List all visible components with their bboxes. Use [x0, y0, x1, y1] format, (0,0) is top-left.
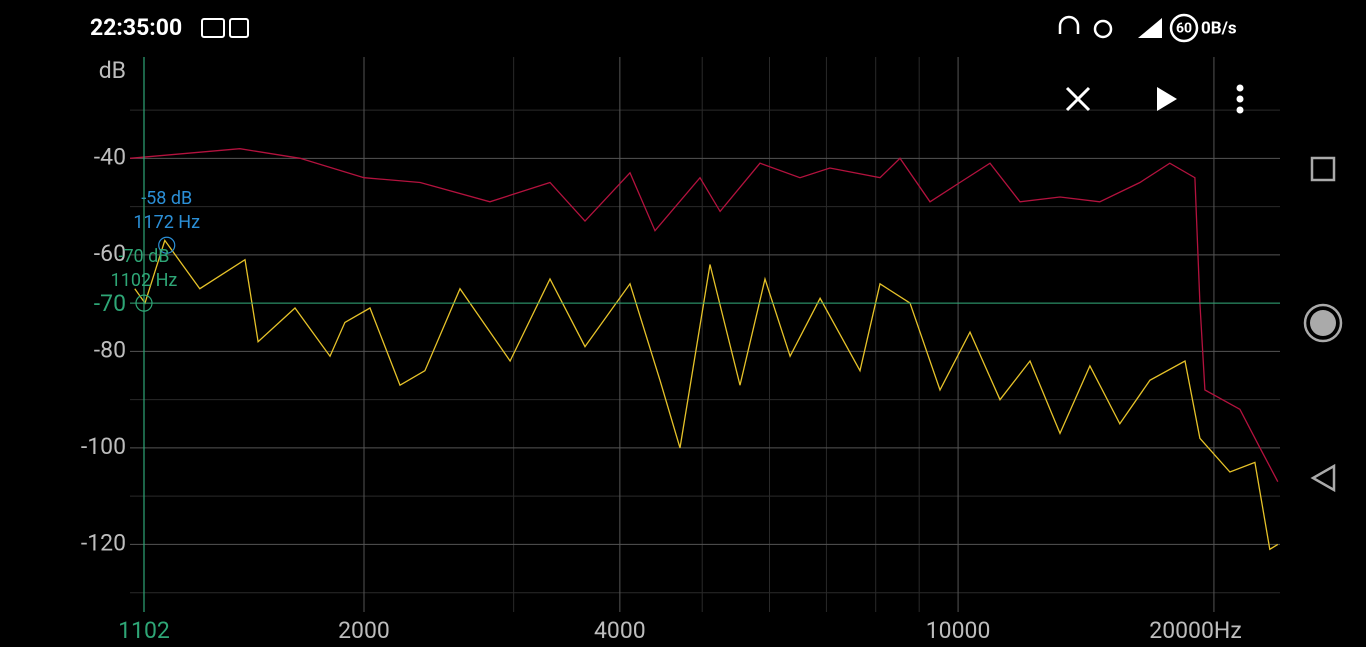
more-button[interactable]	[1236, 84, 1244, 114]
back-button[interactable]	[1310, 463, 1336, 493]
cursor-marker	[158, 236, 176, 254]
battery-level: 60	[1176, 21, 1192, 37]
status-icons	[1058, 13, 1199, 43]
y-tick-label: -100	[81, 433, 126, 460]
cursor-db-label: -58 dB	[141, 188, 192, 209]
cursor-axis-hz: 1102	[118, 617, 170, 644]
cursor-axis-db: -70	[94, 290, 126, 317]
x-tick-label: 20000	[1149, 617, 1214, 644]
cursor-db-label: -70 dB	[118, 246, 169, 267]
y-unit: dB	[99, 57, 126, 84]
clock: 22:35:00	[90, 14, 182, 41]
spectrum-plot: -40 -60 -80 -100 -120 2000 4000 10000 20000 Hz dB -…	[81, 57, 1280, 644]
x-tick-label: 10000	[926, 617, 991, 644]
x-tick-label: 2000	[338, 617, 390, 644]
y-tick-label: -40	[94, 143, 126, 170]
cursor-hz-label: 1102 Hz	[111, 270, 178, 291]
spectrum-line	[134, 238, 1279, 551]
cursor-marker	[135, 294, 153, 312]
y-tick-label: -80	[94, 336, 126, 363]
cursor-hz-label: 1172 Hz	[133, 212, 200, 233]
x-unit: Hz	[1214, 617, 1242, 644]
close-button[interactable]	[1065, 86, 1091, 112]
network-speed: 0B/s	[1201, 18, 1237, 38]
y-tick-label: -120	[81, 530, 126, 557]
y-tick-label: -60	[94, 240, 126, 267]
x-tick-label: 4000	[594, 617, 646, 644]
play-button[interactable]	[1157, 87, 1177, 111]
spectrum-line	[129, 148, 1279, 483]
notification-icons	[201, 18, 249, 38]
home-button[interactable]	[1303, 303, 1343, 343]
recents-button[interactable]	[1310, 156, 1336, 182]
